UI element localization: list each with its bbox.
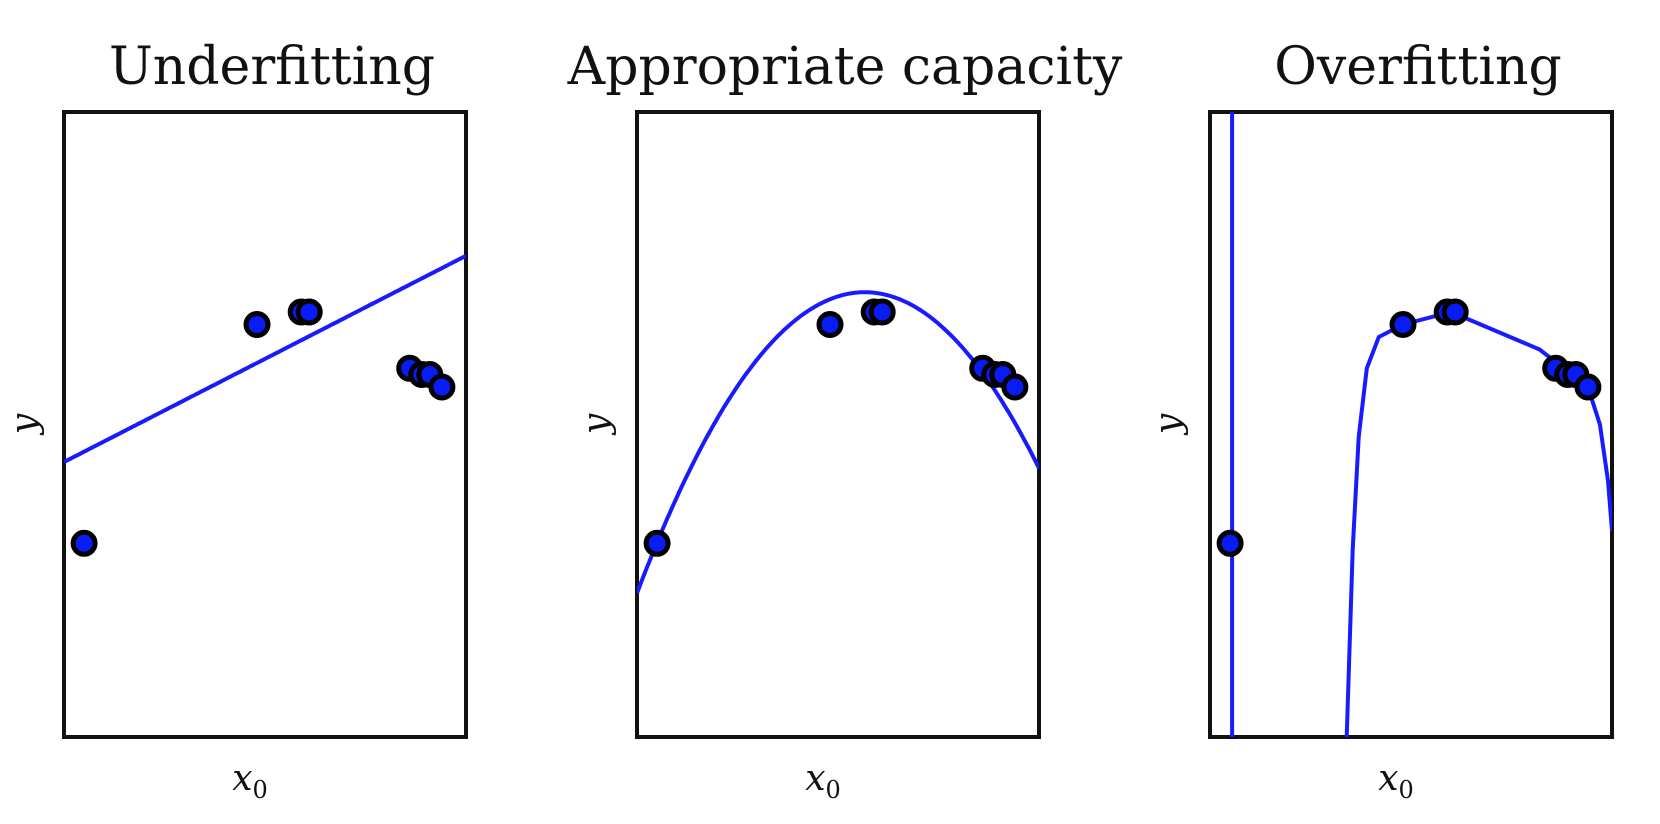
data-points [1216, 298, 1602, 557]
y-axis-label: y [4, 413, 45, 436]
data-point [1441, 298, 1469, 326]
appropriate-capacity-panel: Appropriate capacity x0 y [567, 37, 1123, 804]
x-axis-label-var: x [232, 758, 252, 799]
data-point [70, 529, 98, 557]
data-points [70, 298, 456, 557]
data-point [643, 529, 671, 557]
x-axis-label: x0 [232, 758, 268, 804]
plot-frame [1208, 110, 1614, 739]
panel-title: Underfitting [109, 37, 435, 97]
y-axis-label: y [1148, 413, 1189, 436]
underfitting-panel: Underfitting x0 y [4, 37, 468, 804]
y-axis-label: y [576, 413, 617, 436]
fit-curve [64, 254, 466, 464]
fit-curves [64, 254, 466, 464]
panel-title: Appropriate capacity [567, 37, 1123, 97]
panel-title: Overfitting [1274, 37, 1562, 97]
data-point [1216, 529, 1244, 557]
x-axis-label-var: x [1378, 758, 1398, 799]
plot-frame [62, 110, 468, 739]
data-point [868, 298, 896, 326]
x-axis-label: x0 [805, 758, 841, 804]
data-point [1001, 373, 1029, 401]
x-axis-label-sub: 0 [826, 776, 841, 804]
x-axis-label-var: x [805, 758, 825, 799]
plot-frame [635, 110, 1041, 739]
x-axis-label-sub: 0 [1399, 776, 1414, 804]
data-point [295, 298, 323, 326]
fit-curves [1230, 112, 1612, 737]
overfitting-panel: Overfitting x0 y [1148, 37, 1614, 804]
data-points [643, 298, 1029, 557]
fit-curves [637, 290, 1039, 595]
fit-curve [637, 290, 1039, 595]
data-point [428, 373, 456, 401]
x-axis-label-sub: 0 [253, 776, 268, 804]
x-axis-label: x0 [1378, 758, 1414, 804]
data-point [816, 311, 844, 338]
data-point [1389, 311, 1417, 338]
data-point [1574, 373, 1602, 401]
data-point [243, 311, 271, 338]
